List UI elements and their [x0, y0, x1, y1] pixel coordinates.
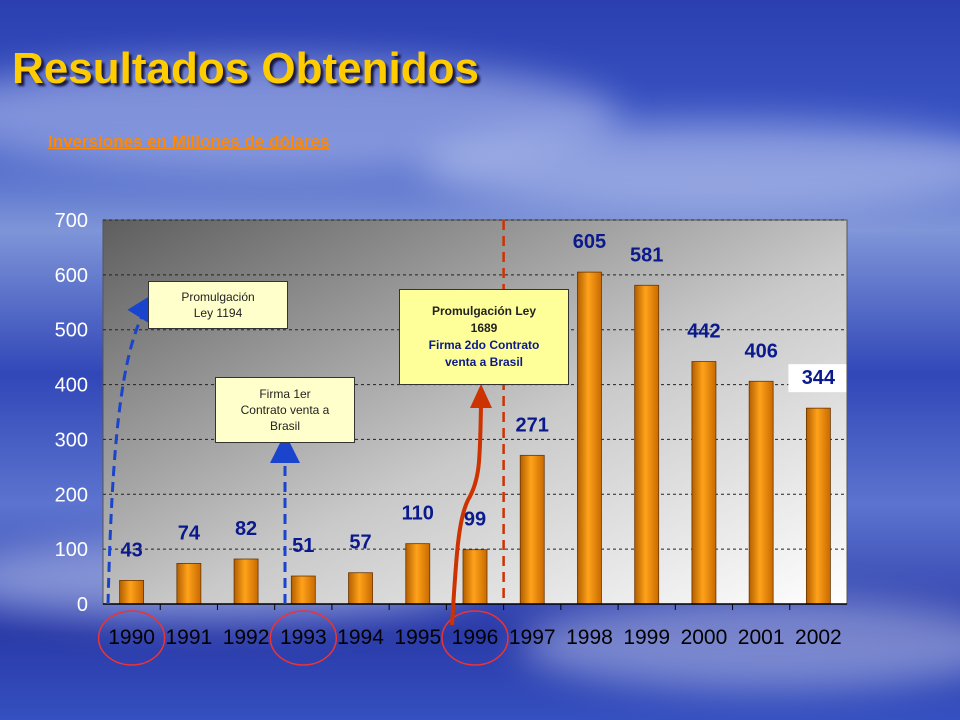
- bar-1997: [519, 454, 545, 605]
- bar-1999: [634, 284, 660, 605]
- x-tick-label: 1995: [394, 626, 441, 649]
- callout-line: Ley 1194: [193, 306, 243, 320]
- highlight-circle-1993: [269, 610, 338, 666]
- data-label-1993: 51: [292, 535, 314, 557]
- callout-line: Firma 2do Contrato: [428, 338, 540, 352]
- data-label-2000: 442: [687, 321, 720, 343]
- x-tick-label: 2001: [738, 626, 785, 649]
- callout-line: Contrato venta a: [240, 403, 330, 417]
- callout-line: Promulgación Ley: [431, 304, 537, 318]
- bar-2001: [748, 380, 774, 605]
- x-tick-label: 2002: [795, 626, 842, 649]
- x-tick-label: 1990: [108, 626, 155, 649]
- data-label-2001: 406: [744, 340, 777, 362]
- callout-line: Firma 1er: [259, 387, 311, 401]
- data-label-1992: 82: [235, 518, 257, 540]
- highlight-circle-1996: [441, 610, 509, 666]
- bar-2000: [691, 361, 717, 605]
- y-tick-label: 500: [55, 320, 88, 342]
- y-axis: 0 100 200 300 400 500 600 700: [55, 210, 88, 616]
- data-labels: 43 74 82 51 57 110 99 271 605 581 442 406 344: [120, 231, 847, 561]
- callout-line: Promulgación: [181, 290, 255, 304]
- data-label-1998: 605: [573, 231, 606, 253]
- bar-1998: [577, 271, 602, 605]
- bar-1991: [176, 563, 202, 605]
- x-tick-label: 1999: [623, 626, 670, 649]
- y-tick-label: 300: [55, 429, 88, 451]
- x-tick-label: 1992: [223, 626, 270, 649]
- data-label-1996: 99: [464, 509, 486, 531]
- x-tick-label: 1997: [509, 626, 556, 649]
- x-tick-label: 1993: [280, 626, 327, 649]
- data-label-box: [788, 364, 847, 393]
- data-label-1997: 271: [516, 414, 549, 436]
- y-tick-label: 600: [55, 265, 88, 287]
- y-tick-label: 400: [55, 375, 88, 397]
- bar-2002: [805, 407, 831, 605]
- bar-1996: [462, 549, 488, 605]
- x-tick-label: 2000: [681, 626, 728, 649]
- data-label-1995: 110: [402, 503, 434, 525]
- x-tick-label: 1991: [165, 626, 212, 649]
- arrow-to-ley-1194: [106, 292, 156, 605]
- x-axis: 1990 1991 1992 1993 1994 1995 1996 1997 1998 1999…: [103, 603, 847, 649]
- chart-subtitle: Inversiones en Millones de dólares: [48, 132, 330, 151]
- highlight-circle-1990: [97, 610, 166, 666]
- x-tick-label: 1994: [337, 626, 384, 649]
- data-label-1990: 43: [120, 539, 142, 561]
- bar-1990: [119, 580, 145, 605]
- data-label-1999: 581: [630, 244, 663, 266]
- y-tick-label: 0: [77, 594, 88, 616]
- y-tick-label: 200: [55, 484, 88, 506]
- data-label-1991: 74: [178, 522, 201, 544]
- callout-line: Brasil: [269, 419, 300, 433]
- y-tick-label: 100: [55, 539, 88, 561]
- bar-1995: [405, 543, 431, 605]
- bar-1993: [290, 575, 316, 605]
- x-tick-label: 1996: [452, 626, 499, 649]
- data-label-2002: 344: [802, 367, 836, 389]
- callout-firma-1er-contrato: Firma 1er Contrato venta a Brasil: [215, 377, 355, 443]
- callout-ley-1689: Promulgación Ley 1689 Firma 2do Contrato…: [399, 289, 569, 385]
- data-label-1994: 57: [349, 532, 371, 554]
- callout-line: 1689: [470, 321, 498, 335]
- y-tick-label: 700: [55, 210, 88, 232]
- x-tick-label: 1998: [566, 626, 613, 649]
- slide-title: Resultados Obtenidos: [12, 44, 479, 93]
- annotations: [97, 220, 509, 666]
- bar-1992: [233, 558, 259, 605]
- arrow-head-ley-1689: [470, 384, 492, 408]
- bars: [119, 271, 831, 605]
- callout-ley-1194: Promulgación Ley 1194: [148, 281, 288, 329]
- callout-line: venta a Brasil: [444, 355, 524, 369]
- arrow-to-ley-1689: [450, 404, 483, 626]
- bar-1994: [348, 572, 373, 605]
